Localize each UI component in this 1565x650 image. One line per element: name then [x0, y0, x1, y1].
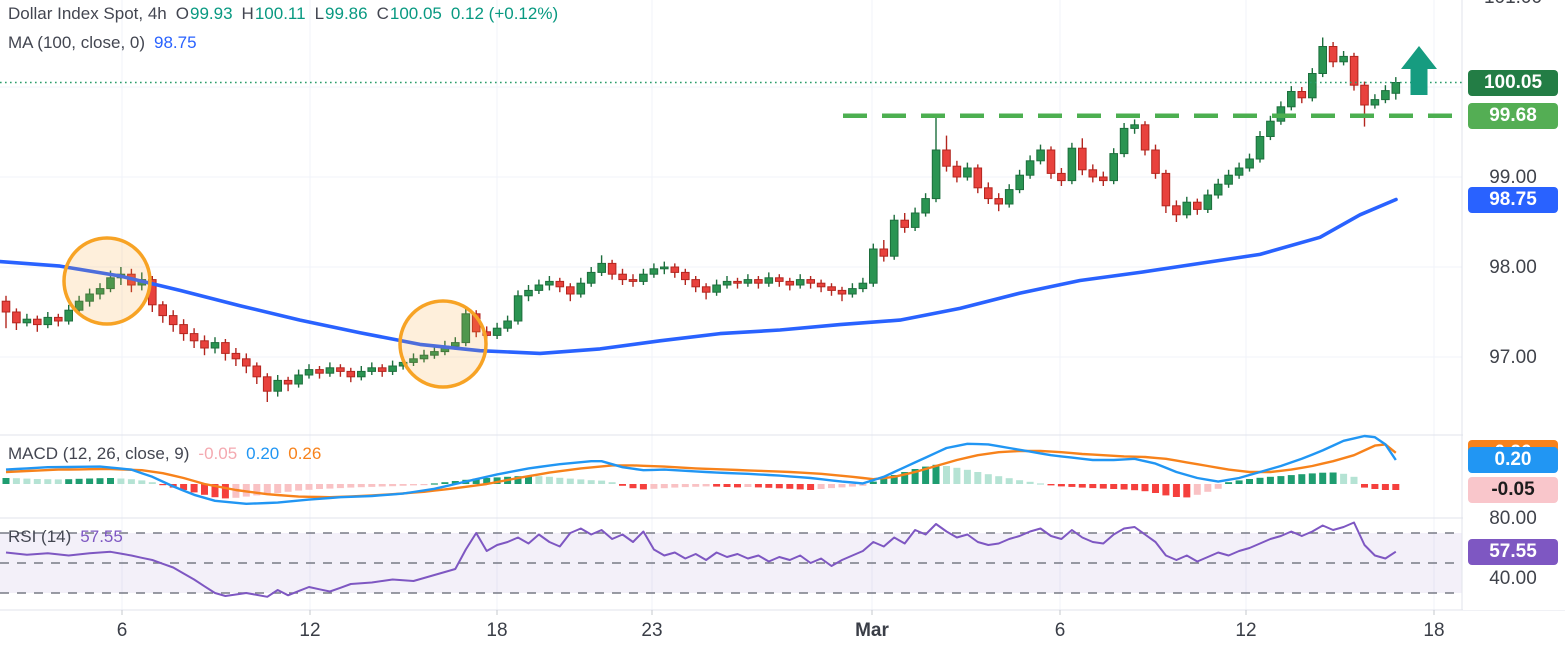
- macd-indicator-header: MACD (12, 26, close, 9) -0.05 0.20 0.26: [8, 444, 321, 464]
- price-axis-label: 97.00: [1489, 347, 1537, 368]
- high-label: H: [241, 4, 254, 23]
- time-axis-label[interactable]: 12: [1235, 620, 1257, 641]
- ma-price-badge: 98.75: [1468, 186, 1558, 213]
- time-axis-label[interactable]: 12: [299, 620, 321, 641]
- close-value: 100.05: [389, 4, 442, 23]
- symbol-title[interactable]: Dollar Index Spot, 4h: [8, 4, 167, 23]
- rsi-value: 57.55: [80, 527, 123, 546]
- rsi-indicator-header: RSI (14) 57.55: [8, 527, 123, 547]
- low-label: L: [314, 4, 325, 23]
- rsi-value-badge: 57.55: [1468, 538, 1558, 565]
- ma-indicator-header: MA (100, close, 0) 98.75: [8, 33, 197, 53]
- close-label: C: [376, 4, 389, 23]
- macd-line-badge: 0.20: [1468, 447, 1558, 473]
- price-axis-label: 99.00: [1489, 167, 1537, 188]
- resistance-price-badge: 99.68: [1468, 102, 1558, 129]
- macd-hist-badge: -0.05: [1468, 477, 1558, 503]
- open-label: O: [175, 4, 189, 23]
- price-axis-label: 101.00: [1467, 0, 1559, 9]
- time-axis-label[interactable]: 6: [1054, 620, 1066, 641]
- macd-signal-value: 0.26: [288, 444, 322, 463]
- last-price-badge: 100.05: [1468, 69, 1558, 96]
- high-value: 100.11: [254, 4, 306, 23]
- macd-hist-value: -0.05: [198, 444, 238, 463]
- rsi-axis-label: 80.00: [1489, 508, 1537, 529]
- rsi-axis-label: 40.00: [1489, 568, 1537, 589]
- time-axis-label[interactable]: Mar: [855, 620, 889, 641]
- time-axis-label[interactable]: 23: [641, 620, 663, 641]
- low-value: 99.86: [325, 4, 368, 23]
- time-axis-label[interactable]: 18: [1423, 620, 1445, 641]
- time-axis-label[interactable]: 6: [116, 620, 128, 641]
- symbol-header: Dollar Index Spot, 4h O 99.93 H 100.11 L 99…: [8, 4, 558, 24]
- up-arrow-icon: [1401, 46, 1437, 95]
- rsi-label[interactable]: RSI (14): [8, 527, 72, 546]
- change-value: 0.12 (+0.12%): [450, 4, 559, 23]
- macd-label[interactable]: MACD (12, 26, close, 9): [8, 444, 190, 463]
- ma-label[interactable]: MA (100, close, 0): [8, 33, 146, 52]
- open-value: 99.93: [190, 4, 233, 23]
- time-axis-label[interactable]: 18: [486, 620, 508, 641]
- price-axis-label: 98.00: [1489, 257, 1537, 278]
- macd-line-value: 0.20: [246, 444, 280, 463]
- ma-value: 98.75: [154, 33, 197, 52]
